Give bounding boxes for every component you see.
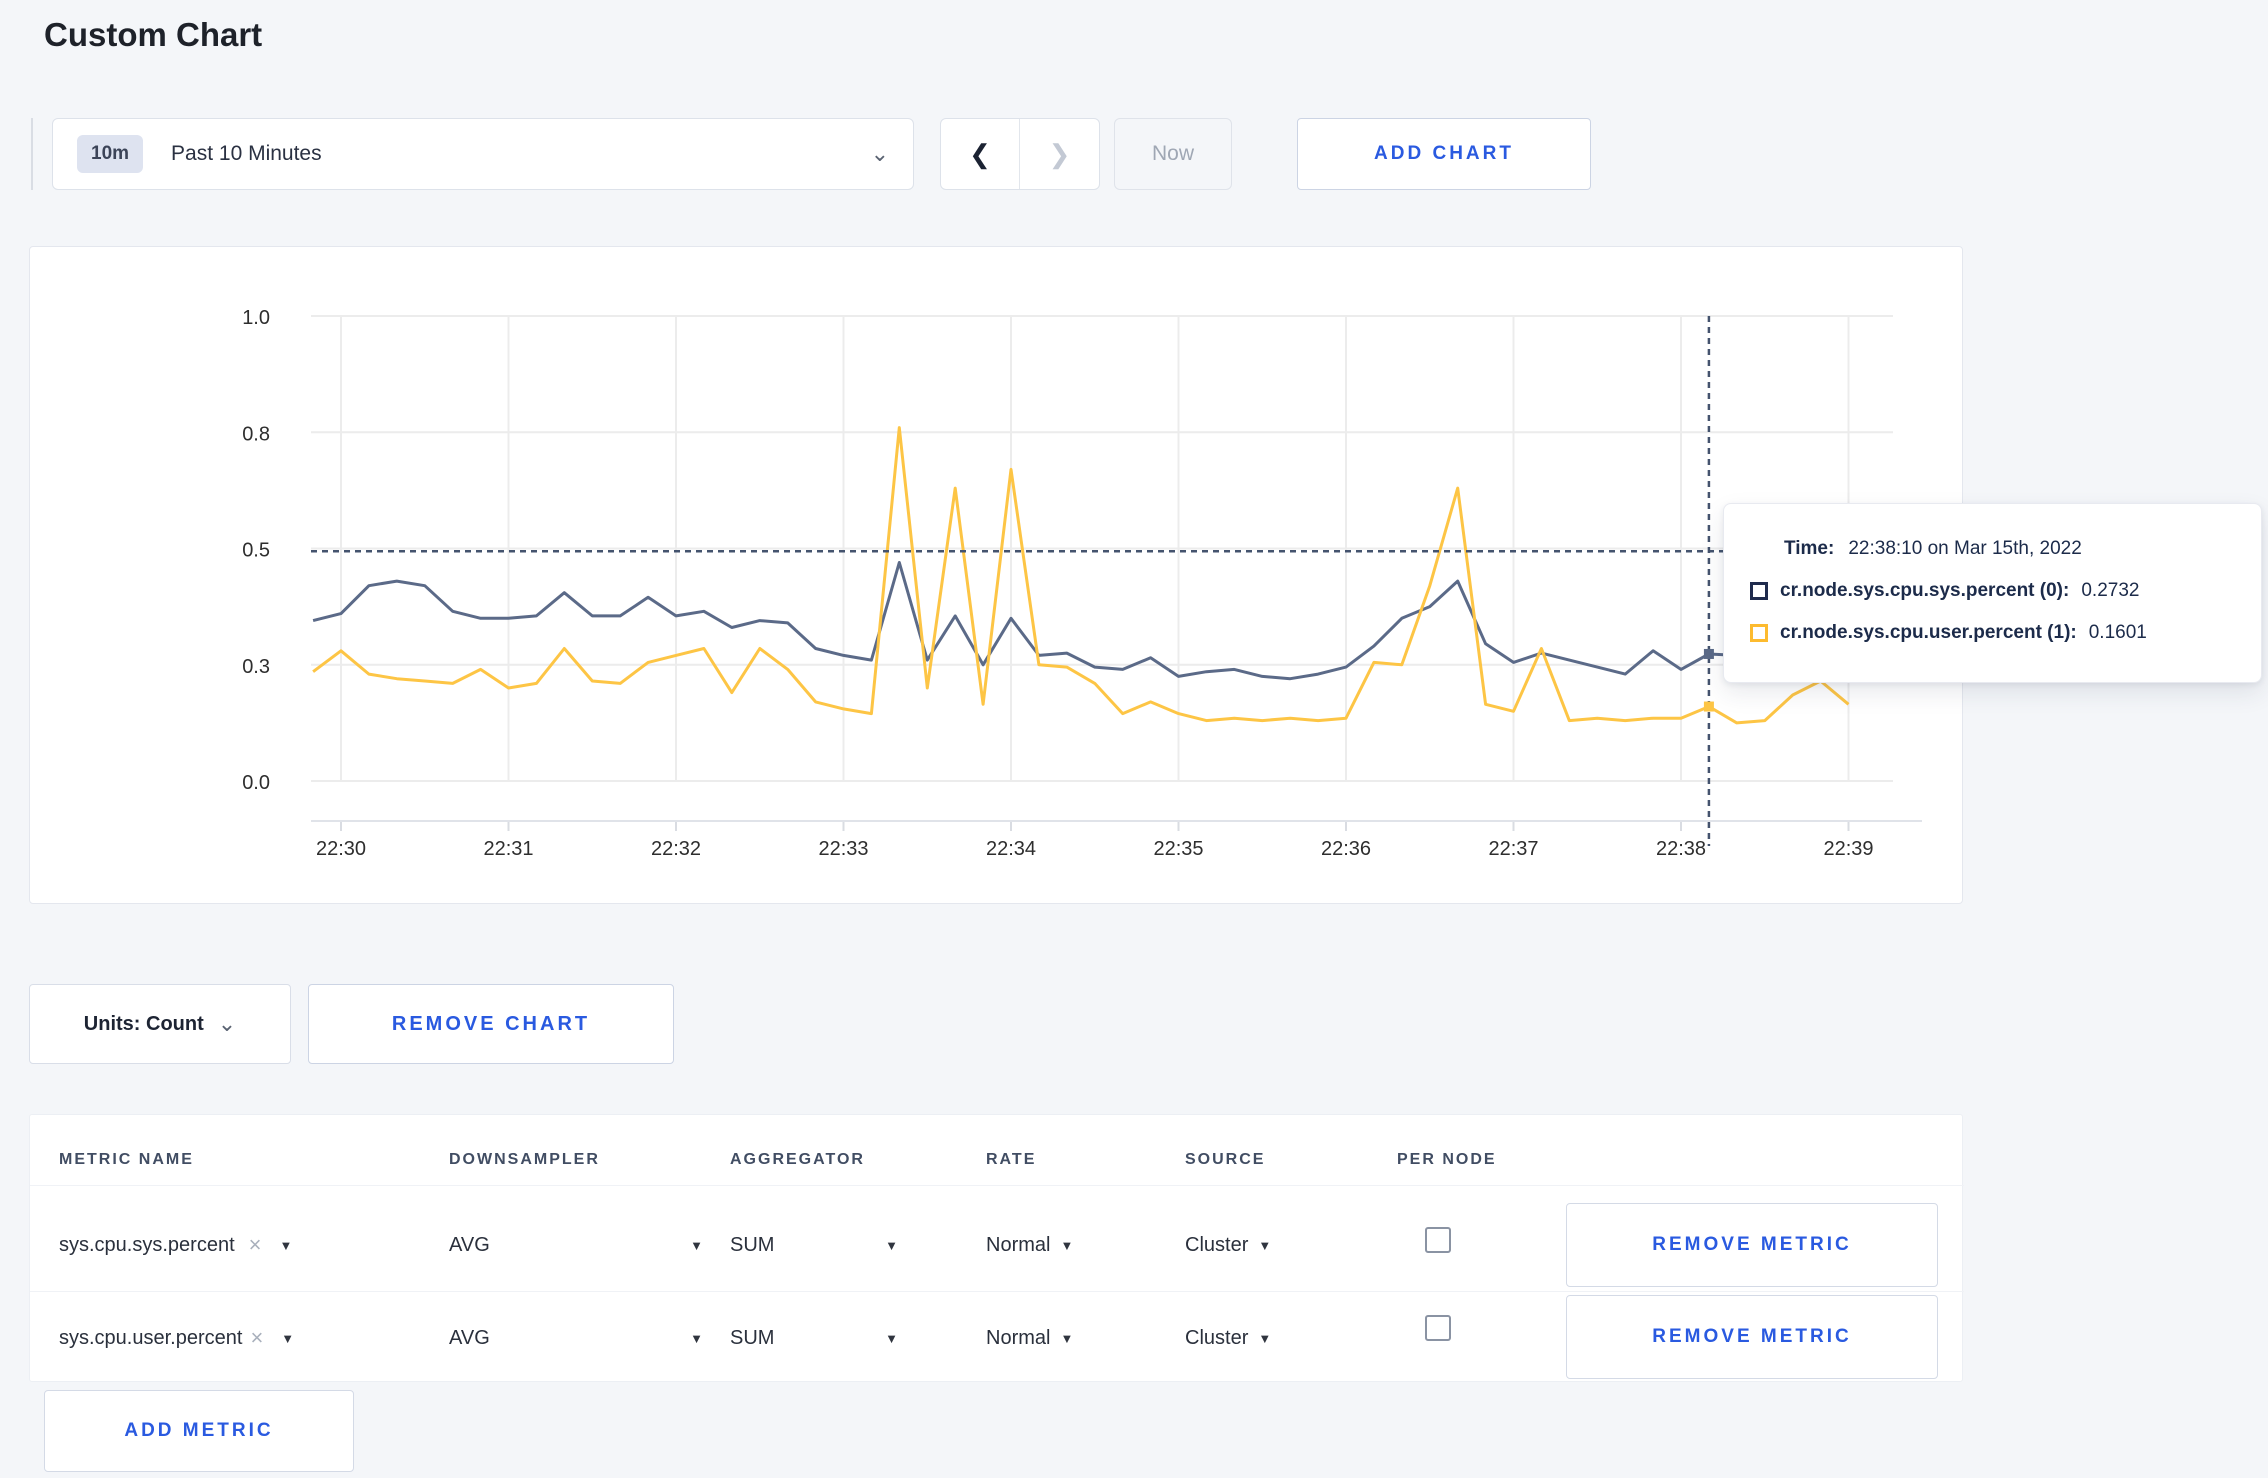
x-axis-tick-label: 22:32: [651, 838, 701, 860]
row-divider: [30, 1291, 1964, 1292]
add-metric-button[interactable]: ADD METRIC: [44, 1390, 354, 1472]
downsampler-select[interactable]: AVG ▼: [449, 1215, 703, 1275]
remove-chart-button[interactable]: REMOVE CHART: [308, 984, 674, 1064]
page-title: Custom Chart: [44, 16, 263, 53]
tooltip-series-row: cr.node.sys.cpu.sys.percent (0): 0.2732: [1750, 580, 2231, 602]
downsampler-select[interactable]: AVG ▼: [449, 1308, 703, 1368]
source-select[interactable]: Cluster ▼: [1185, 1308, 1271, 1368]
remove-metric-button[interactable]: REMOVE METRIC: [1566, 1295, 1938, 1379]
metric-name-value: sys.cpu.user.percent: [59, 1326, 243, 1349]
caret-down-icon: ▼: [281, 1330, 295, 1346]
tooltip-time-row: Time: 22:38:10 on Mar 15th, 2022: [1750, 538, 2231, 560]
caret-down-icon: ▼: [1258, 1237, 1272, 1253]
downsampler-value: AVG: [449, 1233, 490, 1256]
y-axis-tick-label: 0.8: [242, 423, 270, 445]
toolbar-divider: [31, 118, 33, 190]
x-axis-tick-label: 22:31: [483, 838, 533, 860]
tooltip-series-name: cr.node.sys.cpu.user.percent (1):: [1780, 622, 2077, 643]
aggregator-select[interactable]: SUM ▼: [730, 1215, 898, 1275]
hover-point-marker: [1703, 648, 1714, 659]
caret-down-icon: ▼: [690, 1237, 703, 1253]
metrics-table: METRIC NAME DOWNSAMPLER AGGREGATOR RATE …: [29, 1114, 1964, 1382]
units-label: Units: Count: [83, 1012, 204, 1035]
units-dropdown[interactable]: Units: Count ⌄: [29, 984, 291, 1064]
chevron-down-icon: ⌄: [870, 141, 889, 166]
col-header-metric-name: METRIC NAME: [59, 1151, 194, 1168]
caret-down-icon: ▼: [1060, 1237, 1074, 1253]
tooltip-series-value: 0.1601: [2088, 622, 2147, 643]
clear-metric-icon[interactable]: ×: [248, 1232, 262, 1257]
x-axis-tick-label: 22:38: [1656, 838, 1706, 860]
aggregator-select[interactable]: SUM ▼: [730, 1308, 898, 1368]
series-line-cr.node.sys.cpu.sys.percent: [312, 561, 1849, 681]
prev-time-button[interactable]: ❮: [941, 119, 1020, 189]
series-line-cr.node.sys.cpu.user.percent: [312, 426, 1850, 725]
per-node-checkbox[interactable]: [1425, 1227, 1451, 1253]
metric-name-value: sys.cpu.sys.percent: [59, 1233, 235, 1256]
y-axis-tick-label: 0.3: [242, 656, 270, 678]
rate-select[interactable]: Normal ▼: [986, 1308, 1073, 1368]
aggregator-value: SUM: [730, 1233, 775, 1256]
add-chart-button[interactable]: ADD CHART: [1297, 118, 1591, 190]
x-axis-tick-label: 22:39: [1823, 838, 1873, 860]
col-header-downsampler: DOWNSAMPLER: [449, 1151, 600, 1168]
tooltip-series-name: cr.node.sys.cpu.sys.percent (0):: [1780, 580, 2070, 601]
caret-down-icon: ▼: [1060, 1330, 1074, 1346]
col-header-aggregator: AGGREGATOR: [730, 1151, 865, 1168]
col-header-rate: RATE: [986, 1151, 1037, 1168]
downsampler-value: AVG: [449, 1326, 490, 1349]
remove-metric-button[interactable]: REMOVE METRIC: [1566, 1203, 1938, 1287]
caret-down-icon: ▼: [885, 1330, 898, 1346]
x-axis-tick-label: 22:30: [316, 838, 366, 860]
rate-select[interactable]: Normal ▼: [986, 1215, 1073, 1275]
custom-chart[interactable]: 0.0 0.3 0.5 0.8 1.0 22:30 22:31 22:32 22:33 22:34…: [30, 247, 1962, 903]
time-range-label: Past 10 Minutes: [171, 142, 322, 165]
time-range-badge: 10m: [77, 135, 144, 173]
next-time-button[interactable]: ❯: [1048, 138, 1071, 169]
time-nav-group: ❮ ❯: [940, 118, 1100, 190]
time-range-selector[interactable]: 10m Past 10 Minutes ⌄: [52, 118, 914, 190]
x-axis-tick-label: 22:36: [1321, 838, 1371, 860]
metric-name-select[interactable]: sys.cpu.user.percent × ▼: [59, 1308, 294, 1368]
chevron-down-icon: ⌄: [217, 1011, 237, 1036]
now-button[interactable]: Now: [1114, 118, 1232, 190]
sys-series-swatch-icon: [1750, 582, 1768, 600]
clear-metric-icon[interactable]: ×: [250, 1325, 264, 1350]
user-series-swatch-icon: [1750, 624, 1768, 642]
tooltip-time-value: 22:38:10 on Mar 15th, 2022: [1848, 538, 2082, 559]
chart-card: 0.0 0.3 0.5 0.8 1.0 22:30 22:31 22:32 22:33 22:34…: [29, 246, 1963, 904]
col-header-source: SOURCE: [1185, 1151, 1266, 1168]
col-header-per-node: PER NODE: [1397, 1151, 1497, 1168]
metric-name-select[interactable]: sys.cpu.sys.percent × ▼: [59, 1215, 292, 1275]
tooltip-series-row: cr.node.sys.cpu.user.percent (1): 0.1601: [1750, 622, 2231, 644]
y-axis-tick-label: 1.0: [242, 307, 270, 329]
source-value: Cluster: [1185, 1326, 1249, 1349]
x-axis-tick-label: 22:35: [1153, 838, 1203, 860]
y-axis-tick-label: 0.5: [242, 540, 270, 562]
y-axis-tick-label: 0.0: [242, 772, 270, 794]
caret-down-icon: ▼: [279, 1237, 293, 1253]
caret-down-icon: ▼: [690, 1330, 703, 1346]
tooltip-time-label: Time:: [1784, 538, 1835, 559]
rate-value: Normal: [986, 1326, 1051, 1349]
chart-tooltip: Time: 22:38:10 on Mar 15th, 2022 cr.node…: [1723, 503, 2262, 683]
row-divider: [30, 1185, 1964, 1186]
source-select[interactable]: Cluster ▼: [1185, 1215, 1271, 1275]
x-axis-tick-label: 22:34: [986, 838, 1036, 860]
rate-value: Normal: [986, 1233, 1051, 1256]
source-value: Cluster: [1185, 1233, 1249, 1256]
per-node-checkbox[interactable]: [1425, 1315, 1451, 1341]
tooltip-series-value: 0.2732: [2081, 580, 2140, 601]
aggregator-value: SUM: [730, 1326, 775, 1349]
caret-down-icon: ▼: [885, 1237, 898, 1253]
caret-down-icon: ▼: [1258, 1330, 1272, 1346]
x-axis-tick-label: 22:33: [818, 838, 868, 860]
hover-point-marker: [1703, 701, 1714, 712]
x-axis-tick-label: 22:37: [1488, 838, 1538, 860]
